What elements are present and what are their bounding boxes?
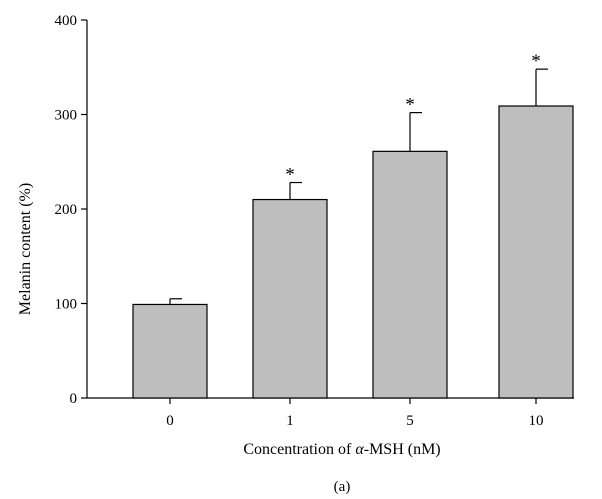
x-axis-title-prefix: Concentration of — [243, 441, 355, 458]
y-axis-title: Melanin content (%) — [17, 183, 34, 315]
x-tick-label: 0 — [166, 413, 174, 429]
panel-label: (a) — [334, 479, 351, 495]
x-axis-title-symbol: α — [355, 441, 364, 458]
y-tick-label: 100 — [55, 297, 78, 313]
x-tick-label: 5 — [406, 413, 414, 429]
plot-area: 0 100 200 300 400 0 * 1 * 5 * 10 — [55, 13, 574, 429]
x-axis-title-suffix: -MSH (nM) — [364, 441, 441, 458]
bar-0 — [132, 303, 208, 399]
significance-marker: * — [531, 51, 541, 72]
y-tick-label: 200 — [55, 202, 78, 218]
x-tick-label: 10 — [529, 413, 544, 429]
y-tick-label: 400 — [55, 13, 78, 29]
significance-marker: * — [285, 165, 295, 186]
bar-5 — [372, 150, 448, 399]
y-tick-label: 0 — [70, 391, 78, 407]
significance-marker: * — [405, 95, 415, 116]
x-axis-title: Concentration of α-MSH (nM) — [243, 441, 440, 458]
y-tick-label: 300 — [55, 108, 78, 124]
bar-10 — [498, 105, 574, 399]
x-tick-label: 1 — [286, 413, 294, 429]
bar-1 — [252, 198, 328, 399]
